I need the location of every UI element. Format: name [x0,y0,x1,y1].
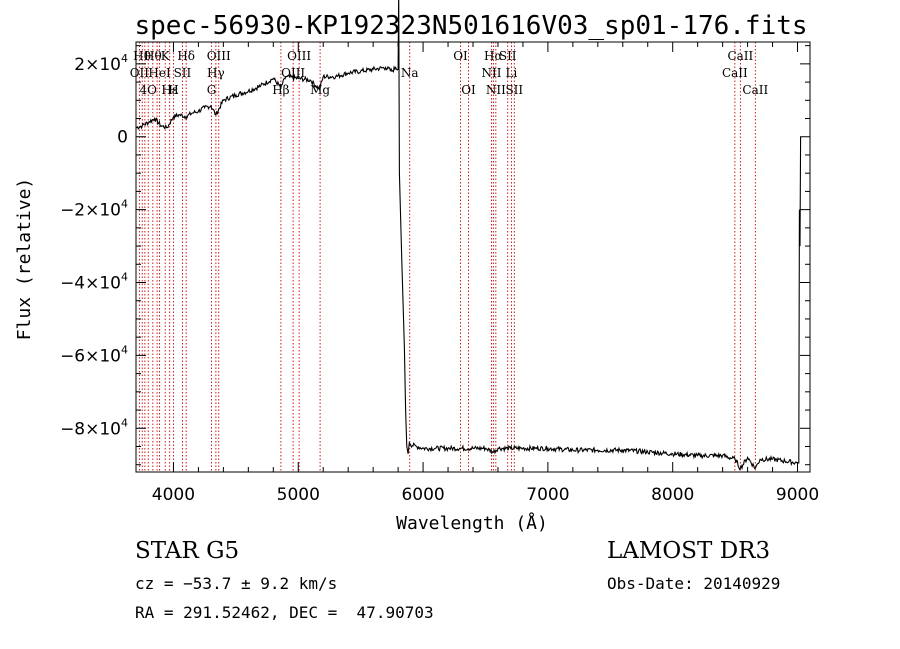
x-axis-label: Wavelength (Å) [396,512,548,534]
spectral-line-label: 4O [139,83,157,97]
x-axis-ticks: 4000 5000 6000 7000 8000 9000 [152,42,819,505]
y-tick-mantissa: −2×10 [60,201,121,221]
spectral-line-labels: OIIH04OHθHeIKHεHSIIHδGHγOIIIHβOIIIOIIIMg… [130,49,769,97]
chart-title: spec-56930-KP192323N501616V03_sp01-176.f… [134,11,807,41]
spectral-line-label: HeI [148,66,171,80]
x-tick-label: 5000 [277,485,320,505]
y-tick-label: 2×104 [74,52,128,75]
spectral-line-label: H0 [133,49,151,63]
spectral-line-label: OII [130,66,150,80]
spectral-line-label: Hγ [207,66,225,80]
spectrum-series-line [135,0,802,471]
x-tick-label: 8000 [651,485,694,505]
y-tick-label: −6×104 [60,343,128,366]
y-tick-mantissa: 0 [117,128,128,148]
spectral-line-label: SII [499,49,517,63]
spectral-line-label: OIII [287,49,311,63]
y-tick-label: −2×104 [60,198,128,221]
spectral-line-label: G [207,83,217,97]
spectral-line-label: NII [481,66,501,80]
spectral-line-label: OI [461,83,476,97]
x-tick-label: 4000 [152,485,195,505]
star-classification: STAR G5 [135,538,240,564]
y-tick-mantissa: −8×10 [60,419,121,439]
spectral-line-label: K [161,49,171,63]
y-tick-mantissa: 2×10 [74,55,121,75]
observation-date: Obs-Date: 20140929 [607,574,781,593]
spectral-line-label: OI [453,49,468,63]
spectral-line-label: Hδ [177,49,195,63]
spectral-line-label: Na [401,66,419,80]
spectral-line-label: Hβ [272,83,289,97]
y-axis-label: Flux (relative) [14,178,35,341]
spectral-line-label: CaII [742,83,768,97]
spectral-line-label: SII [174,66,192,80]
x-tick-label: 9000 [776,485,819,505]
y-tick-exponent: 4 [121,271,128,284]
spectral-line-label: Li [506,66,518,80]
y-tick-label: −4×104 [60,271,128,294]
spectral-line-label: SII [505,83,523,97]
spectral-line-label: Hα [484,49,503,63]
radial-velocity: cz = −53.7 ± 9.2 km/s [135,574,338,593]
y-tick-exponent: 4 [121,52,128,65]
plot-frame [135,41,811,473]
spectral-line-label: NII [486,83,506,97]
y-tick-exponent: 4 [121,416,128,429]
spectral-line-label: H [168,83,178,97]
spectral-line-markers [138,42,756,472]
spectral-line-label: Hε [161,83,178,97]
y-tick-exponent: 4 [121,198,128,211]
spectral-line-label: OIII [207,49,231,63]
coordinates: RA = 291.52462, DEC = 47.90703 [135,603,434,622]
spectral-line-label: CaII [722,66,748,80]
y-tick-mantissa: −6×10 [60,346,121,366]
y-tick-label: −8×104 [60,416,128,439]
y-tick-label: 0 [117,128,128,148]
spectral-line-label: CaII [727,49,753,63]
y-tick-exponent: 4 [121,343,128,356]
x-tick-label: 7000 [526,485,569,505]
y-tick-mantissa: −4×10 [60,274,121,294]
x-tick-label: 6000 [401,485,444,505]
survey-name: LAMOST DR3 [607,538,771,564]
spectral-line-label: Hθ [144,49,162,63]
